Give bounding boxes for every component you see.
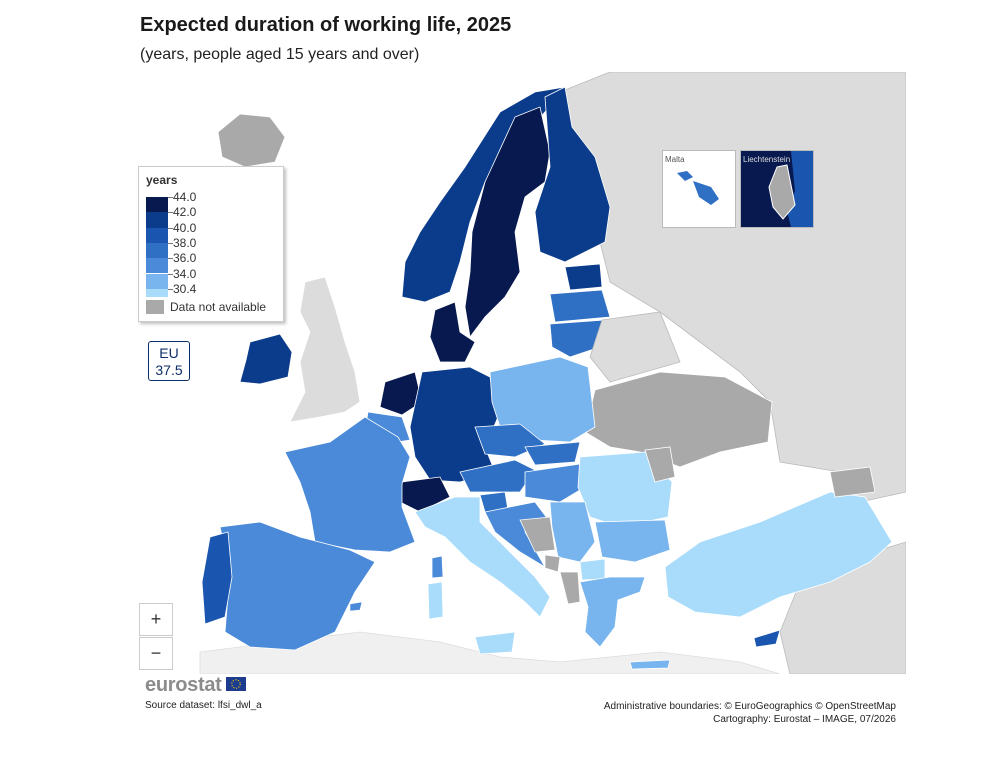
region-poland[interactable] [489, 356, 596, 443]
legend-swatch [146, 258, 168, 274]
region-georgia[interactable] [829, 466, 876, 498]
legend-swatch [146, 212, 168, 228]
legend-tick [168, 258, 173, 260]
legend-tick [168, 212, 173, 214]
region-netherlands[interactable] [379, 371, 423, 416]
region-germany[interactable] [409, 366, 499, 483]
legend-tick [168, 288, 173, 290]
page-subtitle: (years, people aged 15 years and over) [140, 46, 420, 63]
region-corsica[interactable] [431, 555, 444, 579]
legend-swatch [146, 242, 168, 259]
region-sicily[interactable] [474, 631, 516, 655]
legend-swatch [146, 197, 168, 213]
inset-malta-label: Malta [665, 155, 685, 164]
map-legend: years 44.0 42.0 40.0 38.0 36.0 34.0 30.4 Data … [138, 166, 284, 322]
region-ukraine[interactable] [584, 371, 773, 468]
region-belarus[interactable] [589, 311, 681, 383]
eurostat-logo: eurostat [145, 674, 222, 696]
region-portugal[interactable] [201, 531, 233, 625]
region-bosnia[interactable] [519, 516, 556, 553]
map-credits: Administrative boundaries: © EuroGeograp… [604, 700, 896, 726]
legend-break-label: 40.0 [173, 220, 197, 235]
inset-malta-map [677, 171, 719, 205]
region-hungary[interactable] [524, 463, 586, 503]
inset-liechtenstein[interactable]: Liechtenstein [740, 150, 814, 228]
region-finland[interactable] [534, 86, 611, 263]
eu-badge-label: EU [159, 345, 179, 361]
region-france[interactable] [284, 416, 416, 553]
region-united-kingdom[interactable] [289, 276, 361, 423]
region-cyprus[interactable] [753, 629, 781, 648]
legend-break-label: 30.4 [173, 281, 197, 296]
legend-tick [168, 227, 173, 229]
legend-title: years [146, 173, 178, 187]
choropleth-map[interactable] [140, 72, 906, 674]
region-sardinia[interactable] [427, 581, 444, 620]
region-estonia[interactable] [564, 263, 603, 291]
zoom-in-button[interactable]: + [139, 603, 173, 636]
legend-swatch [146, 227, 168, 243]
legend-na-swatch [146, 300, 164, 314]
page-title: Expected duration of working life, 2025 [140, 14, 512, 36]
inset-liechtenstein-map [768, 151, 813, 227]
legend-break-label: 44.0 [173, 190, 197, 204]
legend-tick [168, 197, 173, 198]
region-sweden[interactable] [464, 106, 551, 338]
legend-break-label: 34.0 [173, 266, 197, 281]
legend-break-label: 42.0 [173, 205, 197, 220]
region-moldova[interactable] [644, 446, 676, 483]
zoom-out-button[interactable]: − [139, 637, 173, 670]
eu-badge-value: 37.5 [155, 362, 183, 378]
region-montenegro[interactable] [544, 554, 561, 573]
region-denmark[interactable] [429, 301, 476, 363]
region-spain[interactable] [219, 521, 376, 651]
region-albania[interactable] [559, 571, 581, 605]
region-latvia[interactable] [549, 289, 611, 323]
legend-swatch [146, 273, 168, 289]
region-slovakia[interactable] [524, 441, 581, 466]
region-greece[interactable] [579, 576, 646, 648]
eu-flag-icon [226, 677, 246, 691]
inset-liechtenstein-label: Liechtenstein [743, 155, 791, 164]
region-bulgaria[interactable] [594, 519, 671, 563]
region-iceland [217, 113, 286, 168]
credits-boundaries: Administrative boundaries: © EuroGeograp… [603, 701, 896, 712]
source-dataset: Source dataset: lfsi_dwl_a [145, 700, 262, 711]
map-canvas[interactable] [140, 72, 906, 674]
region-italy[interactable] [414, 496, 551, 618]
legend-tick [168, 242, 173, 244]
legend-tick [168, 273, 173, 275]
region-crete[interactable] [629, 659, 671, 670]
legend-break-label: 38.0 [173, 235, 197, 250]
region-north-macedonia[interactable] [579, 558, 606, 581]
region-balearics[interactable] [349, 601, 363, 612]
eu-average-badge: EU 37.5 [148, 341, 190, 381]
region-turkey[interactable] [664, 491, 893, 618]
region-ireland[interactable] [239, 333, 293, 385]
legend-swatch [146, 288, 168, 297]
region-lithuania[interactable] [549, 319, 606, 358]
legend-break-label: 36.0 [173, 251, 197, 266]
legend-na-label: Data not available [170, 300, 267, 314]
credits-cartography: Cartography: Eurostat – IMAGE, 07/2026 [713, 714, 896, 725]
inset-malta[interactable]: Malta [662, 150, 736, 228]
